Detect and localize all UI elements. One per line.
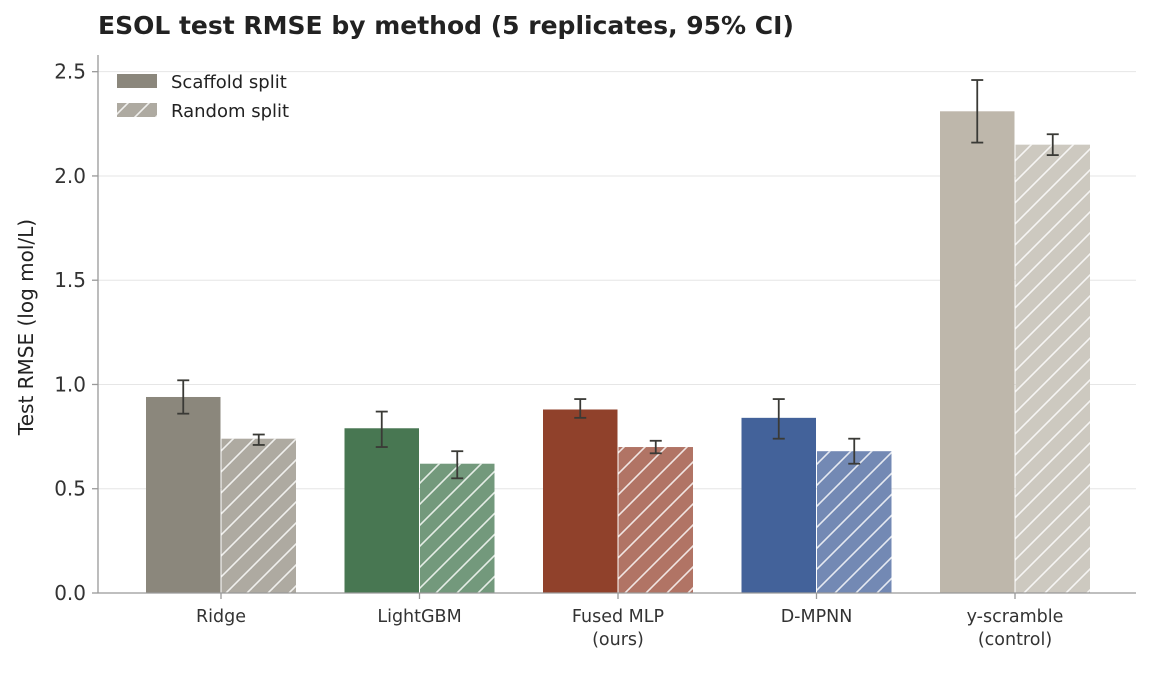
y-tick-label: 1.5 <box>54 268 86 292</box>
error-bar <box>971 79 984 144</box>
error-bar <box>772 398 785 440</box>
bar-scaffold <box>146 396 221 593</box>
bar-hatch-overlay <box>221 438 296 593</box>
legend-label-scaffold: Scaffold split <box>171 72 287 93</box>
x-tick-label: y-scramble <box>967 607 1064 627</box>
x-tick-label: D-MPNN <box>781 607 853 627</box>
bar-hatch-overlay <box>618 447 693 593</box>
x-tick-label: Fused MLP <box>572 607 664 627</box>
bar-hatch-overlay <box>817 451 892 593</box>
bar-scaffold <box>741 417 816 593</box>
y-tick-label: 0.5 <box>54 477 86 501</box>
bar-hatch-overlay <box>420 463 495 593</box>
x-tick-label: LightGBM <box>377 607 461 627</box>
y-tick-label: 1.0 <box>54 372 86 396</box>
error-bar <box>375 410 388 448</box>
bar-scaffold <box>543 409 618 593</box>
error-bar <box>1046 133 1059 156</box>
bar-scaffold <box>940 111 1015 594</box>
x-tick-label: Ridge <box>196 607 246 627</box>
chart-title: ESOL test RMSE by method (5 replicates, … <box>98 11 794 40</box>
x-tick-label: (ours) <box>592 630 644 650</box>
error-bar <box>848 437 861 465</box>
bar-scaffold <box>344 428 419 593</box>
error-bar <box>252 433 265 446</box>
legend-swatch-scaffold <box>117 74 157 88</box>
y-tick-label: 2.0 <box>54 164 86 188</box>
y-axis-label: Test RMSE (log mol/L) <box>14 219 38 436</box>
bar-hatch-overlay <box>1015 144 1090 593</box>
x-tick-label: (control) <box>978 630 1052 650</box>
error-bar <box>649 439 662 455</box>
legend-swatch-hatch <box>117 103 157 117</box>
legend-label-random: Random split <box>171 101 289 122</box>
error-bar <box>451 450 464 480</box>
y-tick-label: 2.5 <box>54 60 86 84</box>
error-bar <box>574 398 587 419</box>
y-tick-label: 0.0 <box>54 581 86 605</box>
error-bar <box>177 379 190 415</box>
